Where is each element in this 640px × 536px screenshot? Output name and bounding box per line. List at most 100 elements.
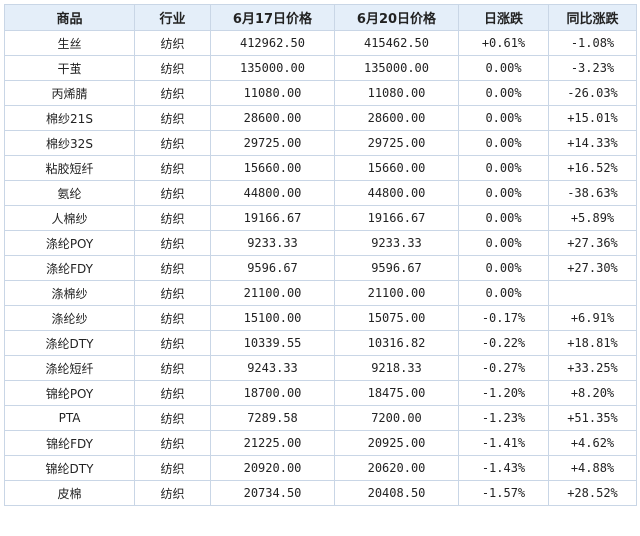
commodity-name: 粘胶短纤: [4, 155, 135, 181]
table-row: 人棉纱 纺织 19166.67 19166.67 0.00% +5.89%: [4, 205, 637, 231]
table-row: 生丝 纺织 412962.50 415462.50 +0.61% -1.08%: [4, 30, 637, 56]
industry-cell: 纺织: [134, 30, 211, 56]
price-jun20-cell: 7200.00: [334, 405, 459, 431]
commodity-name: 涤纶FDY: [4, 255, 135, 281]
price-jun20-cell: 44800.00: [334, 180, 459, 206]
yoy-change-cell: +6.91%: [548, 305, 637, 331]
daily-change-cell: 0.00%: [458, 105, 549, 131]
price-jun20-cell: 20620.00: [334, 455, 459, 481]
industry-cell: 纺织: [134, 130, 211, 156]
commodity-name: 涤纶DTY: [4, 330, 135, 356]
price-jun20-cell: 15075.00: [334, 305, 459, 331]
yoy-change-cell: +28.52%: [548, 480, 637, 506]
industry-cell: 纺织: [134, 180, 211, 206]
yoy-change-cell: +27.36%: [548, 230, 637, 256]
industry-cell: 纺织: [134, 305, 211, 331]
header-industry: 行业: [134, 4, 211, 31]
yoy-change-cell: -26.03%: [548, 80, 637, 106]
yoy-change-cell: +5.89%: [548, 205, 637, 231]
daily-change-cell: -1.43%: [458, 455, 549, 481]
price-jun20-cell: 21100.00: [334, 280, 459, 306]
yoy-change-cell: +16.52%: [548, 155, 637, 181]
daily-change-cell: 0.00%: [458, 130, 549, 156]
price-jun17-cell: 20920.00: [210, 455, 335, 481]
price-jun17-cell: 28600.00: [210, 105, 335, 131]
table-row: 氨纶 纺织 44800.00 44800.00 0.00% -38.63%: [4, 180, 637, 206]
daily-change-cell: -0.27%: [458, 355, 549, 381]
price-jun17-cell: 7289.58: [210, 405, 335, 431]
daily-change-cell: 0.00%: [458, 230, 549, 256]
price-jun17-cell: 15100.00: [210, 305, 335, 331]
daily-change-cell: -1.23%: [458, 405, 549, 431]
daily-change-cell: 0.00%: [458, 80, 549, 106]
price-jun17-cell: 9243.33: [210, 355, 335, 381]
daily-change-cell: -1.57%: [458, 480, 549, 506]
table-row: 棉纱32S 纺织 29725.00 29725.00 0.00% +14.33%: [4, 130, 637, 156]
price-jun20-cell: 135000.00: [334, 55, 459, 81]
table-row: 锦纶POY 纺织 18700.00 18475.00 -1.20% +8.20%: [4, 380, 637, 406]
daily-change-cell: -1.41%: [458, 430, 549, 456]
industry-cell: 纺织: [134, 80, 211, 106]
price-jun17-cell: 44800.00: [210, 180, 335, 206]
price-jun17-cell: 9233.33: [210, 230, 335, 256]
yoy-change-cell: +4.88%: [548, 455, 637, 481]
price-jun17-cell: 10339.55: [210, 330, 335, 356]
industry-cell: 纺织: [134, 480, 211, 506]
commodity-name: 皮棉: [4, 480, 135, 506]
industry-cell: 纺织: [134, 280, 211, 306]
industry-cell: 纺织: [134, 55, 211, 81]
yoy-change-cell: +15.01%: [548, 105, 637, 131]
commodity-name: 丙烯腈: [4, 80, 135, 106]
price-jun17-cell: 135000.00: [210, 55, 335, 81]
commodity-name: 涤纶纱: [4, 305, 135, 331]
price-jun17-cell: 9596.67: [210, 255, 335, 281]
commodity-name: 锦纶FDY: [4, 430, 135, 456]
daily-change-cell: -0.17%: [458, 305, 549, 331]
price-jun17-cell: 412962.50: [210, 30, 335, 56]
commodity-name: 锦纶DTY: [4, 455, 135, 481]
price-jun20-cell: 415462.50: [334, 30, 459, 56]
yoy-change-cell: -38.63%: [548, 180, 637, 206]
yoy-change-cell: +18.81%: [548, 330, 637, 356]
price-jun20-cell: 9233.33: [334, 230, 459, 256]
table-row: 涤纶DTY 纺织 10339.55 10316.82 -0.22% +18.81%: [4, 330, 637, 356]
table-row: 粘胶短纤 纺织 15660.00 15660.00 0.00% +16.52%: [4, 155, 637, 181]
industry-cell: 纺织: [134, 405, 211, 431]
daily-change-cell: -0.22%: [458, 330, 549, 356]
daily-change-cell: 0.00%: [458, 280, 549, 306]
table-row: 涤纶纱 纺织 15100.00 15075.00 -0.17% +6.91%: [4, 305, 637, 331]
table-row: 锦纶FDY 纺织 21225.00 20925.00 -1.41% +4.62%: [4, 430, 637, 456]
industry-cell: 纺织: [134, 205, 211, 231]
industry-cell: 纺织: [134, 355, 211, 381]
commodity-name: PTA: [4, 405, 135, 431]
header-yoy-change: 同比涨跌: [548, 4, 637, 31]
price-jun20-cell: 10316.82: [334, 330, 459, 356]
table-row: 涤纶POY 纺织 9233.33 9233.33 0.00% +27.36%: [4, 230, 637, 256]
price-jun20-cell: 28600.00: [334, 105, 459, 131]
yoy-change-cell: +14.33%: [548, 130, 637, 156]
commodity-name: 生丝: [4, 30, 135, 56]
industry-cell: 纺织: [134, 430, 211, 456]
industry-cell: 纺织: [134, 330, 211, 356]
yoy-change-cell: +51.35%: [548, 405, 637, 431]
table-row: 皮棉 纺织 20734.50 20408.50 -1.57% +28.52%: [4, 480, 637, 506]
yoy-change-cell: +33.25%: [548, 355, 637, 381]
industry-cell: 纺织: [134, 105, 211, 131]
price-jun20-cell: 9596.67: [334, 255, 459, 281]
price-jun17-cell: 21100.00: [210, 280, 335, 306]
price-jun20-cell: 20408.50: [334, 480, 459, 506]
table-row: 锦纶DTY 纺织 20920.00 20620.00 -1.43% +4.88%: [4, 455, 637, 481]
price-jun20-cell: 29725.00: [334, 130, 459, 156]
yoy-change-cell: +27.30%: [548, 255, 637, 281]
commodity-name: 棉纱32S: [4, 130, 135, 156]
table-row: 涤纶短纤 纺织 9243.33 9218.33 -0.27% +33.25%: [4, 355, 637, 381]
table-row: 干茧 纺织 135000.00 135000.00 0.00% -3.23%: [4, 55, 637, 81]
commodity-name: 涤纶短纤: [4, 355, 135, 381]
price-jun20-cell: 15660.00: [334, 155, 459, 181]
industry-cell: 纺织: [134, 155, 211, 181]
commodity-name: 涤棉纱: [4, 280, 135, 306]
header-price-jun17: 6月17日价格: [210, 4, 335, 31]
price-jun17-cell: 15660.00: [210, 155, 335, 181]
table-row: 涤棉纱 纺织 21100.00 21100.00 0.00%: [4, 280, 637, 306]
price-jun17-cell: 18700.00: [210, 380, 335, 406]
